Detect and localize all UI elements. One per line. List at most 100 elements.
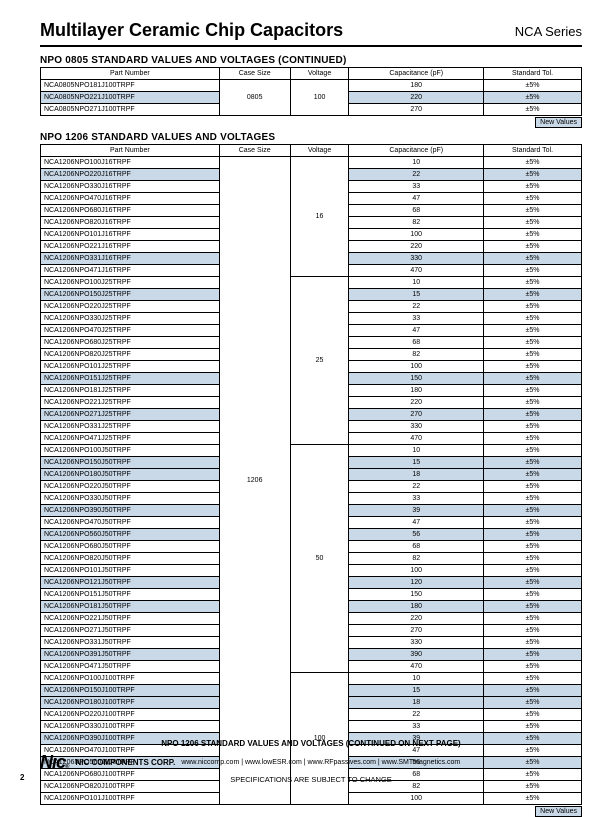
cell-capacitance: 100 <box>349 361 484 373</box>
col-part: Part Number <box>41 68 220 80</box>
page-footer: NPO 1206 STANDARD VALUES AND VOLTAGES (C… <box>0 736 612 784</box>
cell-capacitance: 56 <box>349 529 484 541</box>
cell-tolerance: ±5% <box>484 613 582 625</box>
company-logo: Nıc ® <box>40 752 69 773</box>
series-label: NCA Series <box>515 24 582 39</box>
table-npo-1206: Part Number Case Size Voltage Capacitanc… <box>40 144 582 805</box>
table-row: NCA0805NPO181J100TRPF0805100180±5% <box>41 80 582 92</box>
cell-part-number: NCA1206NPO391J50TRPF <box>41 649 220 661</box>
cell-tolerance: ±5% <box>484 325 582 337</box>
cell-part-number: NCA1206NPO151J25TRPF <box>41 373 220 385</box>
cell-capacitance: 470 <box>349 433 484 445</box>
cell-capacitance: 22 <box>349 169 484 181</box>
cell-tolerance: ±5% <box>484 229 582 241</box>
cell-part-number: NCA1206NPO680J25TRPF <box>41 337 220 349</box>
table-row: NCA1206NPO100J16TRPF12061610±5% <box>41 157 582 169</box>
cell-capacitance: 390 <box>349 649 484 661</box>
cell-tolerance: ±5% <box>484 289 582 301</box>
cell-capacitance: 470 <box>349 265 484 277</box>
col-tol: Standard Tol. <box>484 145 582 157</box>
cell-capacitance: 10 <box>349 673 484 685</box>
cell-tolerance: ±5% <box>484 601 582 613</box>
cell-voltage: 100 <box>290 80 349 116</box>
cell-part-number: NCA1206NPO100J16TRPF <box>41 157 220 169</box>
cell-tolerance: ±5% <box>484 157 582 169</box>
cell-capacitance: 330 <box>349 253 484 265</box>
cell-part-number: NCA1206NPO150J25TRPF <box>41 289 220 301</box>
cell-tolerance: ±5% <box>484 104 582 116</box>
cell-tolerance: ±5% <box>484 553 582 565</box>
cell-part-number: NCA1206NPO101J50TRPF <box>41 565 220 577</box>
cell-part-number: NCA1206NPO220J100TRPF <box>41 709 220 721</box>
cell-tolerance: ±5% <box>484 457 582 469</box>
cell-voltage: 50 <box>290 445 349 673</box>
cell-capacitance: 47 <box>349 193 484 205</box>
cell-part-number: NCA1206NPO150J100TRPF <box>41 685 220 697</box>
cell-part-number: NCA1206NPO221J16TRPF <box>41 241 220 253</box>
new-values-wrap-1: New Values <box>40 117 582 128</box>
main-title: Multilayer Ceramic Chip Capacitors <box>40 20 343 41</box>
cell-capacitance: 33 <box>349 181 484 193</box>
cell-part-number: NCA1206NPO331J50TRPF <box>41 637 220 649</box>
section2-title: NPO 1206 STANDARD VALUES AND VOLTAGES <box>40 132 582 143</box>
cell-tolerance: ±5% <box>484 541 582 553</box>
cell-tolerance: ±5% <box>484 205 582 217</box>
cell-tolerance: ±5% <box>484 433 582 445</box>
cell-tolerance: ±5% <box>484 469 582 481</box>
table-header-row: Part Number Case Size Voltage Capacitanc… <box>41 145 582 157</box>
cell-tolerance: ±5% <box>484 80 582 92</box>
col-tol: Standard Tol. <box>484 68 582 80</box>
cell-capacitance: 82 <box>349 553 484 565</box>
cell-tolerance: ±5% <box>484 625 582 637</box>
cell-tolerance: ±5% <box>484 92 582 104</box>
cell-tolerance: ±5% <box>484 565 582 577</box>
cell-tolerance: ±5% <box>484 277 582 289</box>
cell-part-number: NCA1206NPO100J50TRPF <box>41 445 220 457</box>
page-header: Multilayer Ceramic Chip Capacitors NCA S… <box>40 20 582 47</box>
cell-tolerance: ±5% <box>484 217 582 229</box>
cell-part-number: NCA1206NPO330J100TRPF <box>41 721 220 733</box>
cell-tolerance: ±5% <box>484 709 582 721</box>
cell-capacitance: 330 <box>349 421 484 433</box>
cell-tolerance: ±5% <box>484 265 582 277</box>
table-row: NCA1206NPO100J100TRPF10010±5% <box>41 673 582 685</box>
cell-part-number: NCA1206NPO100J25TRPF <box>41 277 220 289</box>
col-volt: Voltage <box>290 68 349 80</box>
cell-capacitance: 10 <box>349 277 484 289</box>
cell-capacitance: 82 <box>349 349 484 361</box>
table-row: NCA1206NPO100J50TRPF5010±5% <box>41 445 582 457</box>
cell-part-number: NCA1206NPO330J50TRPF <box>41 493 220 505</box>
cell-capacitance: 180 <box>349 385 484 397</box>
cell-part-number: NCA1206NPO101J16TRPF <box>41 229 220 241</box>
cell-part-number: NCA1206NPO331J25TRPF <box>41 421 220 433</box>
cell-tolerance: ±5% <box>484 793 582 805</box>
table-row: NCA1206NPO100J25TRPF2510±5% <box>41 277 582 289</box>
cell-capacitance: 270 <box>349 625 484 637</box>
cell-tolerance: ±5% <box>484 529 582 541</box>
cell-tolerance: ±5% <box>484 241 582 253</box>
cell-part-number: NCA1206NPO220J16TRPF <box>41 169 220 181</box>
cell-capacitance: 15 <box>349 457 484 469</box>
cell-capacitance: 220 <box>349 92 484 104</box>
cell-part-number: NCA1206NPO151J50TRPF <box>41 589 220 601</box>
cell-part-number: NCA1206NPO100J100TRPF <box>41 673 220 685</box>
cell-tolerance: ±5% <box>484 721 582 733</box>
cell-capacitance: 150 <box>349 373 484 385</box>
cell-part-number: NCA1206NPO471J25TRPF <box>41 433 220 445</box>
new-values-badge: New Values <box>535 806 582 817</box>
cell-part-number: NCA1206NPO180J100TRPF <box>41 697 220 709</box>
cell-tolerance: ±5% <box>484 409 582 421</box>
cell-capacitance: 180 <box>349 601 484 613</box>
cell-part-number: NCA0805NPO221J100TRPF <box>41 92 220 104</box>
new-values-badge: New Values <box>535 117 582 128</box>
cell-part-number: NCA1206NPO470J50TRPF <box>41 517 220 529</box>
page-number: 2 <box>20 773 24 782</box>
table-header-row: Part Number Case Size Voltage Capacitanc… <box>41 68 582 80</box>
cell-part-number: NCA1206NPO181J25TRPF <box>41 385 220 397</box>
col-case: Case Size <box>219 68 290 80</box>
registered-icon: ® <box>65 764 69 770</box>
cell-part-number: NCA1206NPO680J50TRPF <box>41 541 220 553</box>
cell-capacitance: 120 <box>349 577 484 589</box>
cell-capacitance: 100 <box>349 565 484 577</box>
cell-tolerance: ±5% <box>484 337 582 349</box>
